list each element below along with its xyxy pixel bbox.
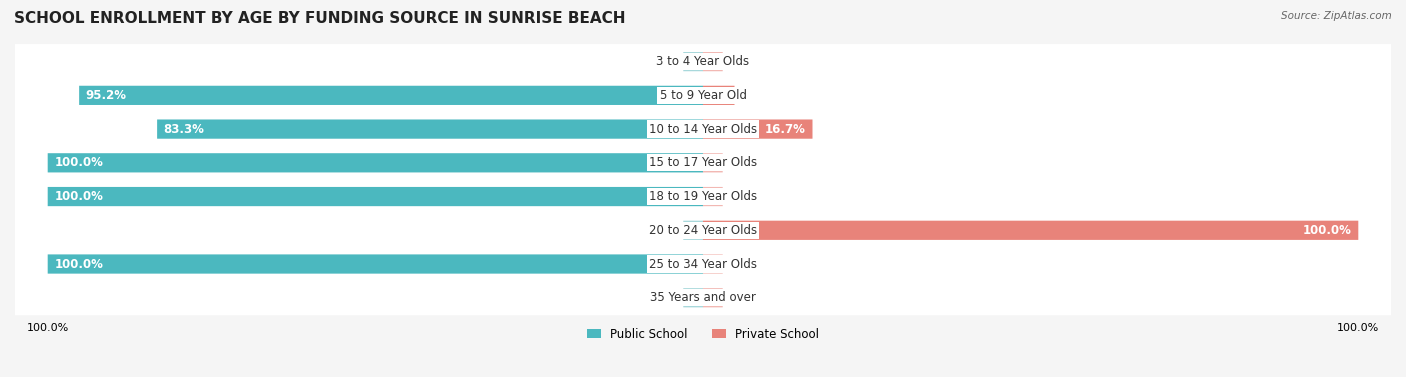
Text: 0.0%: 0.0% — [710, 156, 740, 169]
Text: 3 to 4 Year Olds: 3 to 4 Year Olds — [657, 55, 749, 68]
FancyBboxPatch shape — [15, 78, 1391, 113]
Text: 0.0%: 0.0% — [666, 224, 696, 237]
Text: 100.0%: 100.0% — [1303, 224, 1351, 237]
Legend: Public School, Private School: Public School, Private School — [582, 323, 824, 345]
Text: 100.0%: 100.0% — [55, 257, 103, 271]
FancyBboxPatch shape — [15, 179, 1391, 214]
Text: 0.0%: 0.0% — [666, 291, 696, 304]
Text: 4.8%: 4.8% — [695, 89, 728, 102]
FancyBboxPatch shape — [703, 86, 734, 105]
Text: Source: ZipAtlas.com: Source: ZipAtlas.com — [1281, 11, 1392, 21]
FancyBboxPatch shape — [79, 86, 703, 105]
FancyBboxPatch shape — [703, 187, 723, 206]
FancyBboxPatch shape — [48, 153, 703, 172]
FancyBboxPatch shape — [15, 280, 1391, 315]
Text: 16.7%: 16.7% — [765, 123, 806, 136]
FancyBboxPatch shape — [703, 120, 813, 139]
FancyBboxPatch shape — [48, 187, 703, 206]
FancyBboxPatch shape — [703, 288, 723, 307]
FancyBboxPatch shape — [15, 213, 1391, 248]
Text: 0.0%: 0.0% — [710, 291, 740, 304]
FancyBboxPatch shape — [703, 153, 723, 172]
FancyBboxPatch shape — [48, 254, 703, 274]
Text: 100.0%: 100.0% — [55, 190, 103, 203]
FancyBboxPatch shape — [703, 52, 723, 71]
FancyBboxPatch shape — [15, 145, 1391, 180]
Text: 0.0%: 0.0% — [710, 55, 740, 68]
FancyBboxPatch shape — [683, 288, 703, 307]
Text: 0.0%: 0.0% — [710, 190, 740, 203]
Text: 18 to 19 Year Olds: 18 to 19 Year Olds — [650, 190, 756, 203]
FancyBboxPatch shape — [703, 254, 723, 274]
FancyBboxPatch shape — [15, 112, 1391, 147]
Text: 0.0%: 0.0% — [710, 257, 740, 271]
Text: 100.0%: 100.0% — [55, 156, 103, 169]
Text: 83.3%: 83.3% — [163, 123, 205, 136]
FancyBboxPatch shape — [15, 247, 1391, 282]
FancyBboxPatch shape — [703, 221, 1358, 240]
Text: 25 to 34 Year Olds: 25 to 34 Year Olds — [650, 257, 756, 271]
FancyBboxPatch shape — [683, 221, 703, 240]
Text: 20 to 24 Year Olds: 20 to 24 Year Olds — [650, 224, 756, 237]
Text: 5 to 9 Year Old: 5 to 9 Year Old — [659, 89, 747, 102]
Text: 95.2%: 95.2% — [86, 89, 127, 102]
FancyBboxPatch shape — [157, 120, 703, 139]
Text: 10 to 14 Year Olds: 10 to 14 Year Olds — [650, 123, 756, 136]
Text: 15 to 17 Year Olds: 15 to 17 Year Olds — [650, 156, 756, 169]
FancyBboxPatch shape — [15, 44, 1391, 79]
Text: 35 Years and over: 35 Years and over — [650, 291, 756, 304]
Text: SCHOOL ENROLLMENT BY AGE BY FUNDING SOURCE IN SUNRISE BEACH: SCHOOL ENROLLMENT BY AGE BY FUNDING SOUR… — [14, 11, 626, 26]
Text: 0.0%: 0.0% — [666, 55, 696, 68]
FancyBboxPatch shape — [683, 52, 703, 71]
